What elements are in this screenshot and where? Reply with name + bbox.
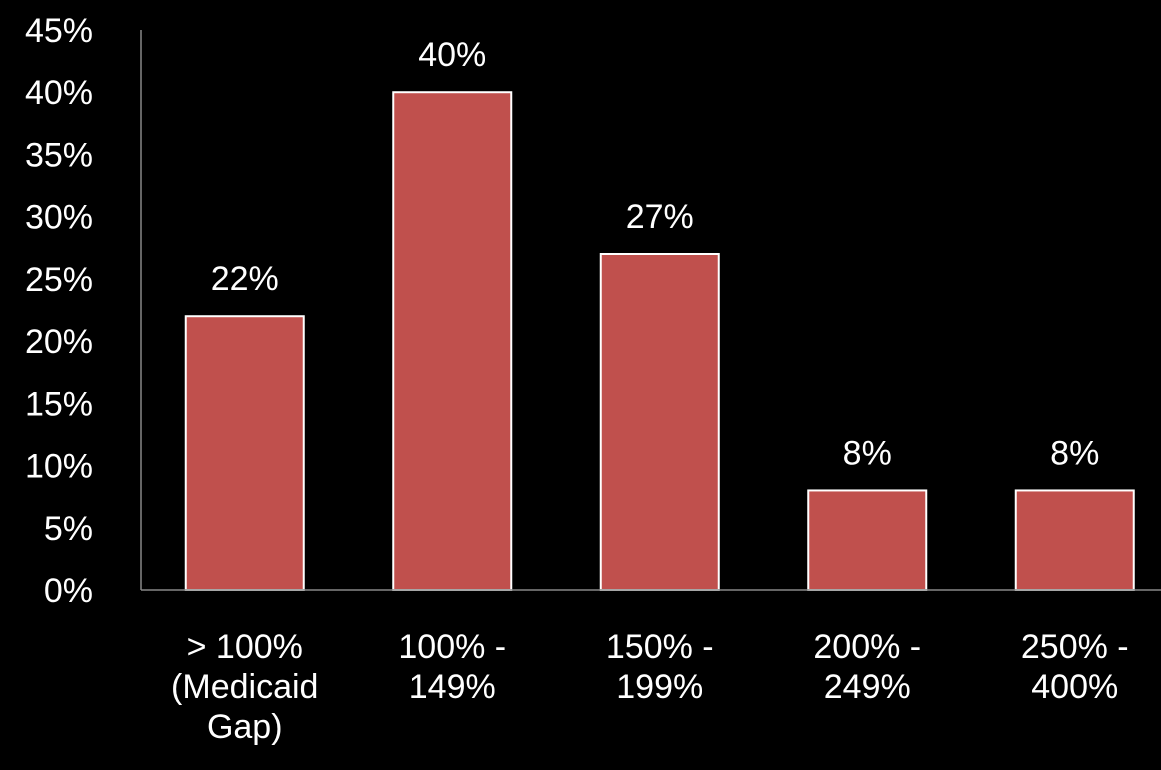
bar xyxy=(184,315,305,591)
y-tick-label: 40% xyxy=(25,74,93,112)
y-tick-label: 30% xyxy=(25,199,93,237)
bar xyxy=(392,91,513,591)
x-category-label: > 100% (Medicaid Gap) xyxy=(171,628,318,746)
y-tick-label: 25% xyxy=(25,261,93,299)
bar xyxy=(807,489,928,592)
data-labels: 22% 40% 27% 8% 8% xyxy=(211,36,1100,472)
bar-value-label: 27% xyxy=(626,198,694,236)
y-axis-ticks: 0% 5% 10% 15% 20% 25% 30% 35% 40% 45% xyxy=(25,12,93,610)
bars xyxy=(184,91,1135,592)
bar xyxy=(599,253,720,591)
x-category-label: 200% -249% xyxy=(813,628,921,706)
category-labels: > 100% (Medicaid Gap) 100% -149% 150% -199% 2… xyxy=(171,628,1129,746)
bar xyxy=(1014,489,1135,592)
y-tick-label: 45% xyxy=(25,12,93,50)
y-tick-label: 0% xyxy=(44,572,93,610)
y-tick-label: 10% xyxy=(25,448,93,486)
bar-value-label: 8% xyxy=(1050,434,1099,472)
y-tick-label: 20% xyxy=(25,323,93,361)
bar-value-label: 40% xyxy=(418,36,486,74)
x-category-label: 150% -199% xyxy=(606,628,714,706)
y-tick-label: 5% xyxy=(44,510,93,548)
x-category-label: 250% -400% xyxy=(1021,628,1129,706)
y-tick-label: 15% xyxy=(25,385,93,423)
bar-value-label: 22% xyxy=(211,260,279,298)
x-category-label: 100% -149% xyxy=(398,628,506,706)
bar-value-label: 8% xyxy=(843,434,892,472)
y-tick-label: 35% xyxy=(25,136,93,174)
axes xyxy=(140,30,1161,591)
